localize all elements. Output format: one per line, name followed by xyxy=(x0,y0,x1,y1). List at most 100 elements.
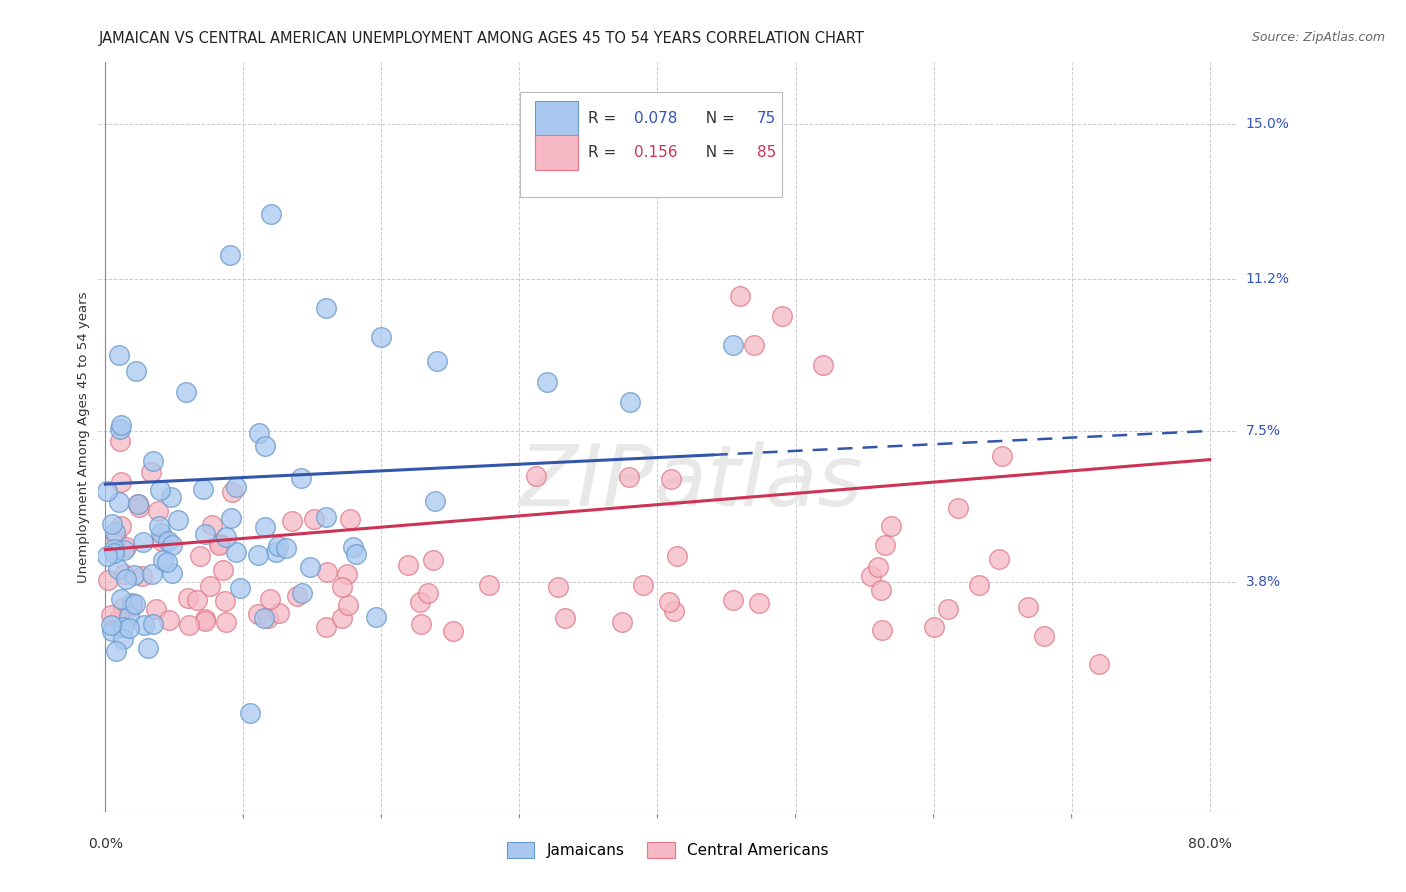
Point xyxy=(880,519,903,533)
Point xyxy=(658,595,681,609)
Point xyxy=(136,641,159,656)
Point xyxy=(330,580,353,594)
Point xyxy=(988,552,1011,566)
Point xyxy=(149,483,172,498)
Point xyxy=(145,601,167,615)
Point xyxy=(194,526,217,541)
Point xyxy=(110,519,132,533)
Point xyxy=(104,529,127,543)
Point xyxy=(336,567,359,582)
Point xyxy=(1017,600,1039,615)
Point xyxy=(285,589,308,603)
Point xyxy=(748,596,770,610)
Text: 11.2%: 11.2% xyxy=(1246,272,1289,286)
Point xyxy=(218,248,240,262)
Point xyxy=(127,497,149,511)
Point xyxy=(186,592,208,607)
Point xyxy=(152,552,174,566)
Point xyxy=(936,601,959,615)
Point xyxy=(619,470,641,484)
Text: 3.8%: 3.8% xyxy=(1246,575,1281,590)
Point xyxy=(280,514,302,528)
Point xyxy=(409,617,432,632)
Point xyxy=(267,540,290,554)
Point xyxy=(554,611,576,625)
Point xyxy=(100,607,122,622)
Point xyxy=(100,618,122,632)
Point xyxy=(177,591,200,605)
Point xyxy=(274,541,297,555)
Point xyxy=(215,530,238,544)
Point xyxy=(409,595,432,609)
Point xyxy=(259,591,281,606)
Point xyxy=(107,562,129,576)
Text: 0.156: 0.156 xyxy=(634,145,678,160)
Point xyxy=(118,609,141,624)
Point xyxy=(121,599,143,613)
Point xyxy=(111,620,134,634)
Point xyxy=(254,519,277,533)
Text: 0.0%: 0.0% xyxy=(87,837,122,851)
Point xyxy=(107,611,129,625)
Point xyxy=(723,593,745,607)
Point xyxy=(967,578,990,592)
Point xyxy=(239,706,262,721)
Point xyxy=(112,543,135,558)
Text: 15.0%: 15.0% xyxy=(1246,117,1289,131)
Legend: Jamaicans, Central Americans: Jamaicans, Central Americans xyxy=(501,836,835,864)
Point xyxy=(1033,629,1056,643)
Point xyxy=(256,611,278,625)
Point xyxy=(139,465,162,479)
Point xyxy=(337,598,360,612)
Point xyxy=(101,624,124,638)
Point xyxy=(316,565,339,579)
Point xyxy=(103,542,125,557)
Point xyxy=(770,310,793,324)
Point xyxy=(146,504,169,518)
Point xyxy=(619,395,641,409)
Text: 0.078: 0.078 xyxy=(634,112,678,126)
Point xyxy=(104,524,127,539)
Point xyxy=(108,348,131,362)
Point xyxy=(132,618,155,632)
Point xyxy=(157,534,180,549)
Point xyxy=(664,605,686,619)
Point xyxy=(330,611,353,625)
Point xyxy=(396,558,419,573)
Point xyxy=(155,555,177,569)
Point xyxy=(1088,657,1111,672)
Text: 80.0%: 80.0% xyxy=(1188,837,1232,851)
Point xyxy=(364,610,387,624)
Text: 75: 75 xyxy=(756,112,776,126)
Point xyxy=(869,582,891,597)
Point xyxy=(200,579,222,593)
Point xyxy=(110,475,132,490)
Point xyxy=(131,569,153,583)
Point xyxy=(269,606,291,620)
Point xyxy=(991,450,1014,464)
Point xyxy=(96,549,118,563)
Point xyxy=(194,614,217,628)
Point xyxy=(150,526,173,541)
Point xyxy=(160,538,183,552)
Text: JAMAICAN VS CENTRAL AMERICAN UNEMPLOYMENT AMONG AGES 45 TO 54 YEARS CORRELATION : JAMAICAN VS CENTRAL AMERICAN UNEMPLOYMEN… xyxy=(98,31,865,46)
Point xyxy=(128,500,150,514)
Point xyxy=(159,491,181,505)
Point xyxy=(666,549,689,563)
Point xyxy=(478,578,501,592)
Point xyxy=(524,468,547,483)
Point xyxy=(201,518,224,533)
Point xyxy=(110,592,132,607)
Point xyxy=(97,573,120,587)
Point xyxy=(121,596,143,610)
Point xyxy=(117,621,139,635)
Point xyxy=(122,568,145,582)
Point xyxy=(441,624,464,638)
Point xyxy=(870,623,893,637)
Point xyxy=(107,495,129,509)
Point xyxy=(104,644,127,658)
Point xyxy=(253,611,276,625)
Point xyxy=(291,586,314,600)
Point xyxy=(191,482,214,496)
Point xyxy=(132,535,155,549)
